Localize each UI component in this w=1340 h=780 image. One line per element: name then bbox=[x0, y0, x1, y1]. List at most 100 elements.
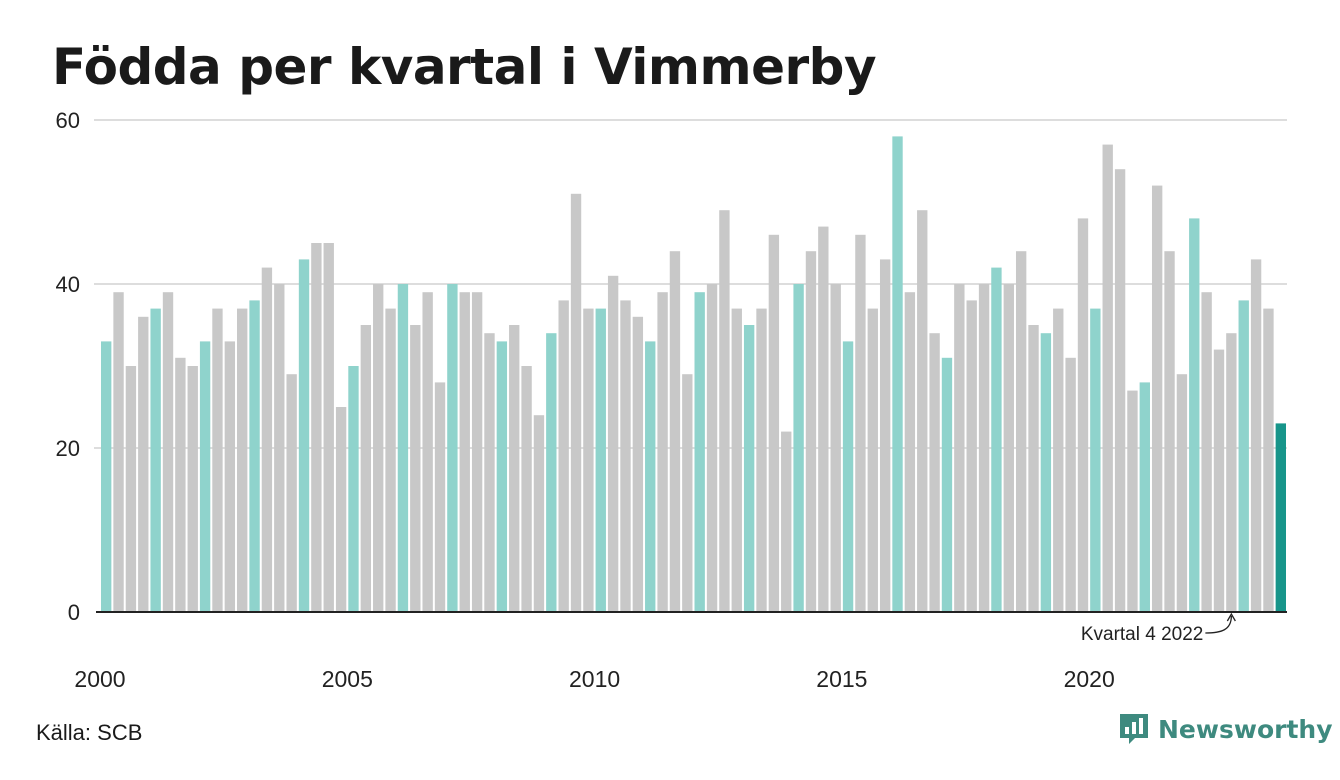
page-title: Födda per kvartal i Vimmerby bbox=[52, 38, 877, 96]
bar bbox=[397, 284, 409, 612]
bar bbox=[162, 292, 174, 612]
bar bbox=[805, 251, 817, 612]
bar bbox=[892, 136, 903, 612]
y-tick-label: 60 bbox=[56, 108, 80, 133]
bar bbox=[830, 284, 841, 612]
bar bbox=[373, 284, 384, 612]
bar bbox=[570, 193, 582, 613]
bar bbox=[706, 284, 718, 612]
bar bbox=[879, 259, 891, 612]
bar bbox=[793, 284, 804, 612]
y-tick-label: 20 bbox=[56, 436, 80, 461]
bar bbox=[1090, 308, 1101, 612]
bar bbox=[756, 308, 767, 612]
x-tick-label: 2010 bbox=[569, 666, 620, 692]
bar bbox=[471, 292, 483, 612]
bar bbox=[1028, 325, 1039, 612]
bar bbox=[929, 333, 940, 612]
bar bbox=[1102, 144, 1113, 612]
bar bbox=[335, 407, 347, 612]
bar bbox=[249, 300, 260, 612]
bar bbox=[125, 366, 137, 612]
x-tick-label: 2015 bbox=[816, 666, 867, 692]
bar bbox=[274, 284, 285, 612]
bar bbox=[781, 431, 792, 612]
bar bbox=[1213, 349, 1225, 612]
bar bbox=[199, 341, 211, 612]
bar bbox=[1077, 218, 1089, 612]
bar bbox=[459, 292, 470, 612]
bar bbox=[261, 267, 273, 612]
bar bbox=[842, 341, 854, 612]
bar bbox=[385, 308, 396, 612]
bar bbox=[991, 267, 1002, 612]
bar bbox=[620, 300, 631, 612]
x-tick-label: 2020 bbox=[1064, 666, 1115, 692]
bars bbox=[101, 136, 1286, 613]
bar bbox=[855, 234, 866, 613]
bar bbox=[595, 308, 606, 612]
bar bbox=[694, 292, 705, 612]
brand-name: Newsworthy bbox=[1158, 714, 1333, 744]
bar bbox=[941, 357, 953, 612]
bar bbox=[1139, 382, 1150, 612]
bar bbox=[719, 210, 730, 612]
annotation-arrow bbox=[1205, 615, 1233, 634]
bar bbox=[1015, 251, 1027, 612]
bar bbox=[669, 251, 681, 612]
bar bbox=[546, 333, 557, 612]
bar bbox=[682, 374, 693, 612]
brand-logo[interactable]: Newsworthy bbox=[1118, 712, 1333, 746]
bar bbox=[917, 210, 928, 612]
bar bbox=[867, 308, 878, 612]
bar bbox=[632, 316, 644, 612]
bar bbox=[1263, 308, 1274, 612]
y-tick-label: 40 bbox=[56, 272, 80, 297]
bar bbox=[1040, 333, 1052, 612]
bar bbox=[657, 292, 668, 612]
bar bbox=[1151, 185, 1163, 612]
bar bbox=[187, 366, 198, 612]
bar bbox=[904, 292, 916, 612]
bar bbox=[818, 226, 829, 612]
bar bbox=[138, 316, 149, 612]
bar bbox=[1065, 357, 1076, 612]
bar bbox=[422, 292, 433, 612]
y-axis-ticks: 0 20 40 60 bbox=[56, 108, 80, 625]
x-axis-ticks: 2000 2005 2010 2015 2020 bbox=[74, 666, 1114, 692]
source-label: Källa: SCB bbox=[36, 720, 143, 745]
bar bbox=[175, 357, 186, 612]
bar bbox=[1275, 423, 1286, 612]
bar bbox=[1053, 308, 1064, 612]
bar bbox=[521, 366, 532, 612]
bar bbox=[645, 341, 656, 612]
bar bbox=[1226, 333, 1237, 612]
bar bbox=[1238, 300, 1249, 612]
bar bbox=[1003, 284, 1014, 612]
bar bbox=[360, 325, 372, 612]
bar bbox=[323, 243, 334, 612]
annotation: Kvartal 4 2022 bbox=[1081, 612, 1236, 645]
bar bbox=[954, 284, 965, 612]
bar bbox=[311, 243, 322, 612]
x-tick-label: 2005 bbox=[322, 666, 373, 692]
bar bbox=[447, 284, 458, 612]
bar bbox=[484, 333, 495, 612]
annotation-arrow-head bbox=[1226, 612, 1236, 622]
bar bbox=[533, 415, 545, 612]
bar bbox=[434, 382, 446, 612]
x-tick-label: 2000 bbox=[74, 666, 125, 692]
bar bbox=[607, 275, 619, 612]
annotation-label: Kvartal 4 2022 bbox=[1081, 624, 1204, 645]
bar bbox=[978, 284, 990, 612]
bar bbox=[348, 366, 359, 612]
bar bbox=[212, 308, 223, 612]
bar bbox=[731, 308, 742, 612]
y-tick-label: 0 bbox=[68, 600, 80, 625]
bar bbox=[583, 308, 594, 612]
bar bbox=[768, 234, 780, 613]
bar bbox=[558, 300, 569, 612]
bar bbox=[1114, 169, 1126, 612]
bar bbox=[101, 341, 112, 612]
